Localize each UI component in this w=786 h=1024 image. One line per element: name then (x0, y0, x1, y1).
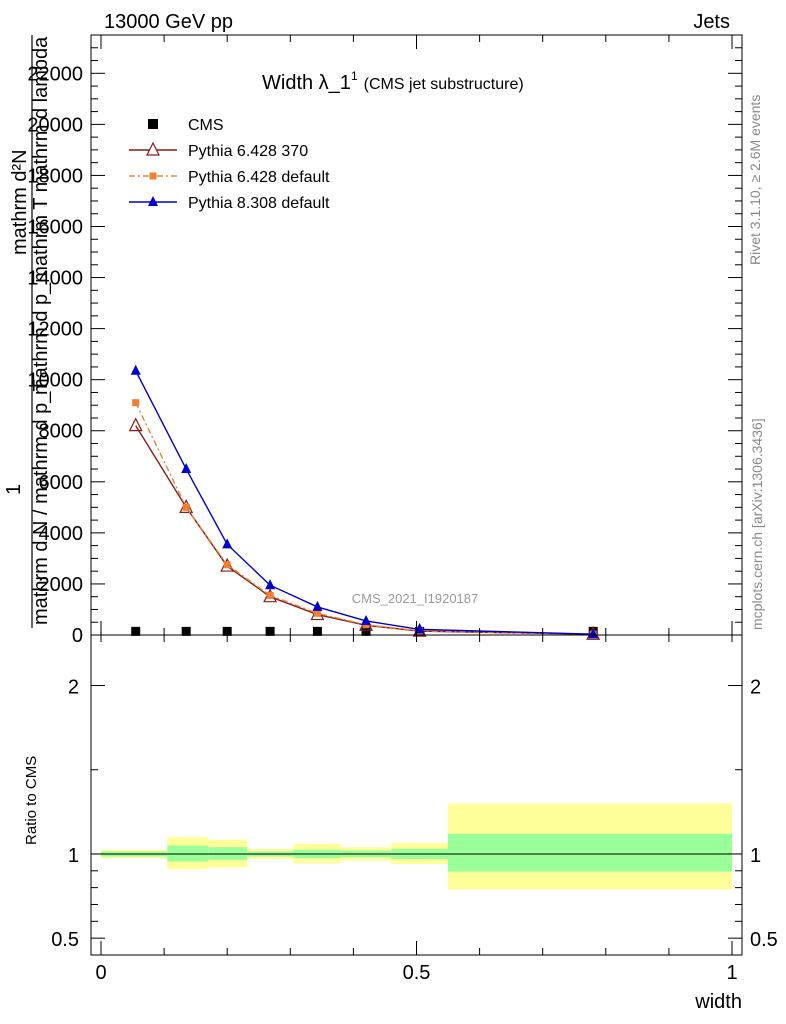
data-point (313, 609, 321, 617)
y-tick-label: 10000 (27, 370, 83, 392)
y-axis-label-denominator: mathrm d N / mathrm d p_T (30, 379, 52, 625)
data-point (131, 626, 141, 636)
data-point (182, 503, 190, 511)
legend-marker (146, 141, 160, 156)
series-line (135, 402, 594, 635)
data-point (312, 626, 322, 636)
ratio-tick-label-right: 2 (750, 677, 761, 699)
ratio-panel: 0.5 0.5 1 1 2 2 Ratio to CMS 0 0.5 1 width (23, 634, 778, 1013)
data-point (361, 614, 372, 625)
rivet-label: Rivet 3.1.10, ≥ 2.6M events (747, 95, 763, 265)
data-point (222, 538, 233, 549)
series-line (135, 370, 594, 635)
legend-marker (148, 119, 158, 129)
y-tick-label: 16000 (27, 216, 83, 238)
chart-title-main: Width λ_1 (262, 72, 351, 94)
y-tick-label: 6000 (39, 472, 84, 494)
ratio-frame (90, 634, 743, 956)
ratio-tick-label: 0.5 (51, 929, 79, 951)
data-point (223, 561, 231, 569)
ratio-tick-label: 1 (68, 845, 79, 867)
data-point (181, 626, 191, 636)
data-point (414, 623, 425, 634)
data-point (130, 364, 141, 375)
x-tick-label: 0.5 (403, 962, 431, 984)
ratio-band-stat (448, 833, 732, 872)
main-panel: CMS_2021_I1920187 0 2000 4000 6000 8000 10000… (3, 34, 743, 647)
x-tick-label: 0 (95, 962, 106, 984)
y-tick-label: 14000 (27, 268, 83, 290)
watermark: CMS_2021_I1920187 (352, 591, 479, 606)
legend-marker (148, 196, 158, 206)
legend-label: Pythia 6.428 370 (188, 143, 308, 160)
legend-label: Pythia 6.428 default (188, 169, 330, 186)
y-tick-label: 8000 (39, 421, 84, 443)
ratio-y-label: Ratio to CMS (23, 756, 40, 845)
data-point (265, 626, 275, 636)
y-axis-label-numerator-2: mathrm d p_mathrm T mathrm d lambda (30, 36, 52, 395)
ratio-tick-label-right: 1 (750, 845, 761, 867)
header-energy: 13000 GeV pp (104, 11, 233, 33)
y-tick-label: 20000 (27, 114, 83, 136)
y-axis-label-one: 1 (3, 484, 25, 495)
y-axis-label-numerator-1: mathrm d²N (9, 149, 31, 255)
data-point (588, 628, 599, 639)
y-tick-label: 12000 (27, 319, 83, 341)
y-tick-label: 4000 (39, 523, 84, 545)
chart-title-note: (CMS jet substructure) (364, 76, 524, 93)
data-point (265, 579, 276, 590)
data-point (361, 626, 371, 636)
legend: CMS Pythia 6.428 370 Pythia 6.428 default P… (129, 117, 330, 212)
data-point (266, 591, 274, 599)
y-tick-label: 2000 (39, 574, 84, 596)
y-tick-label: 22000 (27, 63, 83, 85)
legend-label: CMS (188, 117, 224, 134)
chart-title-sup: 1 (351, 69, 358, 83)
chart-title: Width λ_11 (CMS jet substructure) (262, 69, 524, 94)
data-point (181, 463, 192, 474)
x-axis-label: width (694, 991, 742, 1013)
x-tick-label: 1 (726, 962, 737, 984)
legend-marker (149, 172, 157, 180)
y-axis-label: mathrm d²N mathrm d p_mathrm T mathrm d … (3, 35, 52, 628)
mcplots-label: mcplots.cern.ch [arXiv:1306.3436] (749, 418, 765, 630)
y-tick-label: 18000 (27, 165, 83, 187)
data-point (312, 600, 323, 611)
ratio-tick-label: 2 (68, 677, 79, 699)
ratio-tick-label-right: 0.5 (750, 929, 778, 951)
y-tick-label: 0 (72, 625, 83, 647)
data-point (132, 399, 140, 407)
data-point (128, 417, 143, 432)
header-process: Jets (693, 11, 730, 33)
legend-label: Pythia 8.308 default (188, 195, 330, 212)
